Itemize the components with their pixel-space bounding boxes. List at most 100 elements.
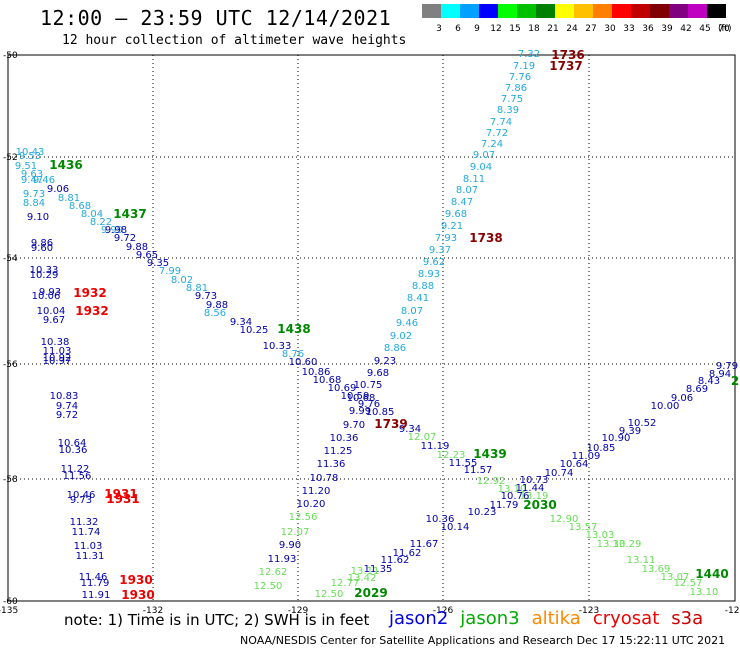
legend-label: 6 bbox=[455, 24, 461, 34]
wave-height-label: 13.42 bbox=[348, 573, 377, 584]
wave-height-label: 9.90 bbox=[279, 540, 301, 551]
legend-unit: (ft) bbox=[718, 24, 732, 34]
wave-height-label: 11.03 bbox=[43, 346, 72, 357]
wave-height-label: 10.64 bbox=[58, 438, 87, 449]
wave-height-label: 7.72 bbox=[486, 128, 508, 139]
wave-height-label: 9.21 bbox=[441, 221, 463, 232]
wave-height-label: 7.86 bbox=[505, 83, 527, 94]
legend-label: 3 bbox=[436, 24, 442, 34]
wave-height-label: 9.88 bbox=[206, 300, 228, 311]
wave-height-label: 13.10 bbox=[498, 484, 527, 495]
wave-height-label: 11.62 bbox=[381, 555, 410, 566]
wave-height-label: 12.56 bbox=[289, 512, 318, 523]
wave-height-label: 8.69 bbox=[686, 384, 708, 395]
lon-tick-label: -135 bbox=[0, 606, 18, 616]
wave-height-label: 8.81 bbox=[186, 283, 208, 294]
wave-height-label: 9.53 bbox=[19, 151, 41, 162]
wave-height-label: 11.44 bbox=[516, 483, 545, 494]
wave-height-label: 9.46 bbox=[33, 175, 55, 186]
wave-height-label: 10.29 bbox=[30, 270, 59, 281]
wave-height-label: 13.69 bbox=[642, 564, 671, 575]
wave-height-label: 13.11 bbox=[627, 555, 656, 566]
lat-tick-label: -54 bbox=[3, 254, 18, 264]
wave-height-label: 10.68 bbox=[313, 375, 342, 386]
wave-height-label: 8.22 bbox=[90, 217, 112, 228]
wave-height-label: 10.97 bbox=[43, 356, 72, 367]
wave-height-label: 10.36 bbox=[330, 433, 359, 444]
wave-height-label: 13.03 bbox=[586, 530, 615, 541]
legend-label: 27 bbox=[585, 24, 596, 34]
wave-height-label: 10.52 bbox=[628, 418, 657, 429]
wave-height-label: 11.91 bbox=[82, 590, 111, 601]
wave-height-label: 10.75 bbox=[354, 380, 383, 391]
wave-height-label: 10.04 bbox=[37, 306, 66, 317]
wave-height-label: 9.68 bbox=[367, 368, 389, 379]
wave-height-label: 11.03 bbox=[74, 541, 103, 552]
wave-height-label: 9.68 bbox=[445, 209, 467, 220]
legend-swatch bbox=[441, 4, 460, 18]
wave-height-label: 10.43 bbox=[16, 147, 45, 158]
wave-height-label: 13.11 bbox=[351, 566, 380, 577]
legend-label: 45 bbox=[699, 24, 710, 34]
wave-height-label: 9.35 bbox=[147, 258, 169, 269]
wave-height-label: 9.73 bbox=[195, 291, 217, 302]
wave-height-label: 10.78 bbox=[310, 473, 339, 484]
wave-height-label: 12.62 bbox=[259, 567, 288, 578]
wave-height-label: 9.98 bbox=[105, 225, 127, 236]
wave-height-label: 8.56 bbox=[204, 308, 226, 319]
wave-height-label: 9.88 bbox=[126, 242, 148, 253]
pass-time-label: 1931 bbox=[106, 492, 139, 506]
pass-time-label: 1439 bbox=[473, 447, 506, 461]
satellite-name-jason2: jason2 bbox=[389, 608, 449, 629]
satellite-name-altika: altika bbox=[531, 608, 581, 629]
lat-tick-label: -52 bbox=[3, 153, 18, 163]
wave-height-label: 9.07 bbox=[473, 150, 495, 161]
wave-height-label: 10.46 bbox=[67, 490, 96, 501]
pass-time-label: 1738 bbox=[469, 231, 502, 245]
legend-swatch bbox=[479, 4, 498, 18]
legend-label: 42 bbox=[680, 24, 691, 34]
wave-height-label: 10.25 bbox=[240, 325, 269, 336]
satellite-legend: jason2 jason3 altika cryosat s3a bbox=[389, 608, 715, 629]
footer-credit: NOAA/NESDIS Center for Satellite Applica… bbox=[240, 634, 726, 647]
legend-swatch bbox=[517, 4, 536, 18]
wave-height-label: 10.59 bbox=[341, 391, 370, 402]
pass-time-label: 2030 bbox=[523, 498, 556, 512]
satellite-name-jason3: jason3 bbox=[460, 608, 520, 629]
wave-height-label: 8.86 bbox=[384, 343, 406, 354]
wave-height-label: 11.09 bbox=[572, 451, 601, 462]
wave-height-label: 8.43 bbox=[698, 376, 720, 387]
legend-swatch bbox=[498, 4, 517, 18]
wave-height-label: 11.56 bbox=[63, 471, 92, 482]
wave-height-label: 13.19 bbox=[520, 491, 549, 502]
wave-height-label: 10.14 bbox=[441, 522, 470, 533]
wave-height-label: 13.57 bbox=[569, 522, 598, 533]
wave-height-label: 9.70 bbox=[343, 420, 365, 431]
wave-height-label: 10.90 bbox=[602, 433, 631, 444]
wave-height-label: 9.79 bbox=[716, 361, 738, 372]
wave-height-label: 9.04 bbox=[470, 162, 492, 173]
wave-height-label: 10.85 bbox=[366, 407, 395, 418]
wave-height-label: 9.99 bbox=[101, 225, 123, 236]
wave-height-label: 12.07 bbox=[281, 527, 310, 538]
wave-height-label: 11.20 bbox=[302, 486, 331, 497]
wave-height-label: 7.32 bbox=[518, 49, 540, 60]
wave-height-label: 9.74 bbox=[56, 401, 78, 412]
legend-label: 36 bbox=[642, 24, 654, 34]
wave-height-label: 10.06 bbox=[32, 291, 61, 302]
wave-height-label: 8.94 bbox=[709, 369, 731, 380]
wave-height-label: 12.23 bbox=[437, 450, 466, 461]
lon-tick-label: -129 bbox=[288, 606, 309, 616]
lon-tick-label: -120 bbox=[725, 606, 740, 616]
page-subtitle: 12 hour collection of altimeter wave hei… bbox=[62, 33, 407, 48]
lon-tick-label: -132 bbox=[143, 606, 163, 616]
wave-height-label: 9.47 bbox=[21, 175, 43, 186]
pass-time-label: 2029 bbox=[354, 586, 387, 600]
map-frame bbox=[7, 54, 736, 602]
legend-swatch bbox=[631, 4, 650, 18]
wave-height-label: 13.10 bbox=[690, 587, 719, 598]
legend-label: 12 bbox=[490, 24, 501, 34]
legend-swatch bbox=[574, 4, 593, 18]
lon-tick-label: -126 bbox=[433, 606, 454, 616]
wave-height-label: 11.19 bbox=[421, 441, 450, 452]
